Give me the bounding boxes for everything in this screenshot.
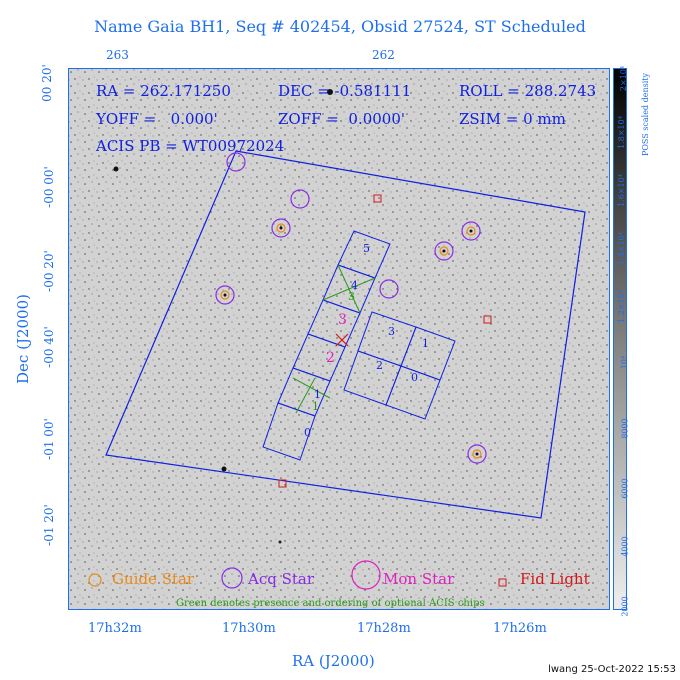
colorbar-tick: 8000: [620, 418, 630, 439]
dec-tick-label: -00 20': [41, 250, 56, 292]
optional-order-label: 1: [312, 400, 319, 413]
chip-label: 3: [388, 325, 395, 338]
optional-chip-marks: [292, 264, 376, 414]
dec-tick-label: -00 40': [41, 326, 56, 368]
guide-star-cores: [223, 226, 479, 456]
colorbar: [613, 68, 627, 610]
legend-note: Green denotes presence and ordering of o…: [176, 598, 485, 609]
guide-stars: [220, 223, 482, 459]
top-tick-262: 262: [372, 48, 395, 62]
top-tick-263: 263: [106, 48, 129, 62]
acq-star-legend-icon: [221, 567, 243, 589]
colorbar-tick: 1.4×10⁴: [616, 232, 626, 265]
colorbar-tick: 1.6×10⁴: [616, 174, 626, 207]
chip-label: 4: [351, 279, 358, 292]
zoff-readout: ZOFF = 0.0000': [278, 110, 406, 128]
chip-label: 5: [363, 242, 370, 255]
colorbar-tick: 10⁴: [620, 355, 630, 370]
x-axis-title: RA (J2000): [292, 652, 375, 670]
ra-tick-label: 17h32m: [88, 621, 142, 636]
dec-tick-label: -00 00': [41, 166, 56, 208]
plot-title: Name Gaia BH1, Seq # 402454, Obsid 27524…: [94, 17, 586, 36]
acis-s-array: [343, 311, 456, 420]
field-star: [278, 540, 282, 544]
sky-image-svg: 5 4 1 0 3 1 2 0 3 1 3 2: [68, 68, 610, 610]
legend-guide-star: Guide Star: [112, 570, 195, 588]
legend-mon-star: Mon Star: [383, 570, 455, 588]
signature: lwang 25-Oct-2022 15:53: [548, 664, 676, 675]
ra-readout: RA = 262.171250: [96, 82, 231, 100]
colorbar-title: POSS scaled density: [641, 72, 651, 157]
zsim-readout: ZSIM = 0 mm: [459, 110, 566, 128]
colorbar-tick: 1.2×10⁴: [616, 290, 626, 323]
acq-stars: [215, 152, 487, 464]
roll-readout: ROLL = 288.2743: [459, 82, 597, 100]
chip-label: 2: [376, 359, 383, 372]
colorbar-tick: 2×10⁴: [619, 65, 629, 92]
dec-tick-label: -01 00': [41, 418, 56, 460]
legend-acq-star: Acq Star: [248, 570, 315, 588]
colorbar-tick: 1.8×10⁴: [616, 116, 626, 149]
mon-window-label: 3: [338, 312, 347, 328]
mon-window-label: 2: [326, 350, 335, 366]
ra-tick-label: 17h28m: [357, 621, 411, 636]
sky-image-panel: 5 4 1 0 3 1 2 0 3 1 3 2: [68, 68, 610, 610]
dec-tick-label: 00 20': [39, 64, 54, 102]
fid-light-legend-icon: [498, 578, 507, 587]
optional-order-label: 3: [348, 290, 355, 303]
colorbar-tick: 4000: [620, 536, 630, 557]
dec-tick-label: -01 20': [41, 504, 56, 546]
chip-label: 0: [411, 371, 418, 384]
field-star: [327, 89, 333, 95]
aimpoint-marker: [335, 333, 349, 347]
dec-readout: DEC = -0.581111: [278, 82, 412, 100]
ra-tick-label: 17h26m: [493, 621, 547, 636]
legend-fid-light: Fid Light: [520, 570, 590, 588]
field-star: [113, 166, 119, 172]
guide-star-legend-icon: [88, 573, 102, 587]
y-axis-title: Dec (J2000): [13, 294, 32, 384]
sky-background: [68, 68, 610, 610]
field-star: [221, 466, 227, 472]
colorbar-tick: 6000: [620, 478, 630, 499]
yoff-readout: YOFF = 0.000': [96, 110, 218, 128]
mon-star-legend-icon: [351, 560, 381, 590]
fid-lights: [278, 194, 492, 488]
field-of-view-outline: [105, 150, 586, 519]
acis-pb-readout: ACIS PB = WT00972024: [96, 137, 285, 155]
chip-label: 1: [314, 388, 321, 401]
chip-label: 1: [422, 337, 429, 350]
ra-tick-label: 17h30m: [222, 621, 276, 636]
chip-label: 0: [304, 426, 311, 439]
colorbar-tick: 2000: [620, 596, 630, 617]
plot-frame: [68, 68, 610, 610]
